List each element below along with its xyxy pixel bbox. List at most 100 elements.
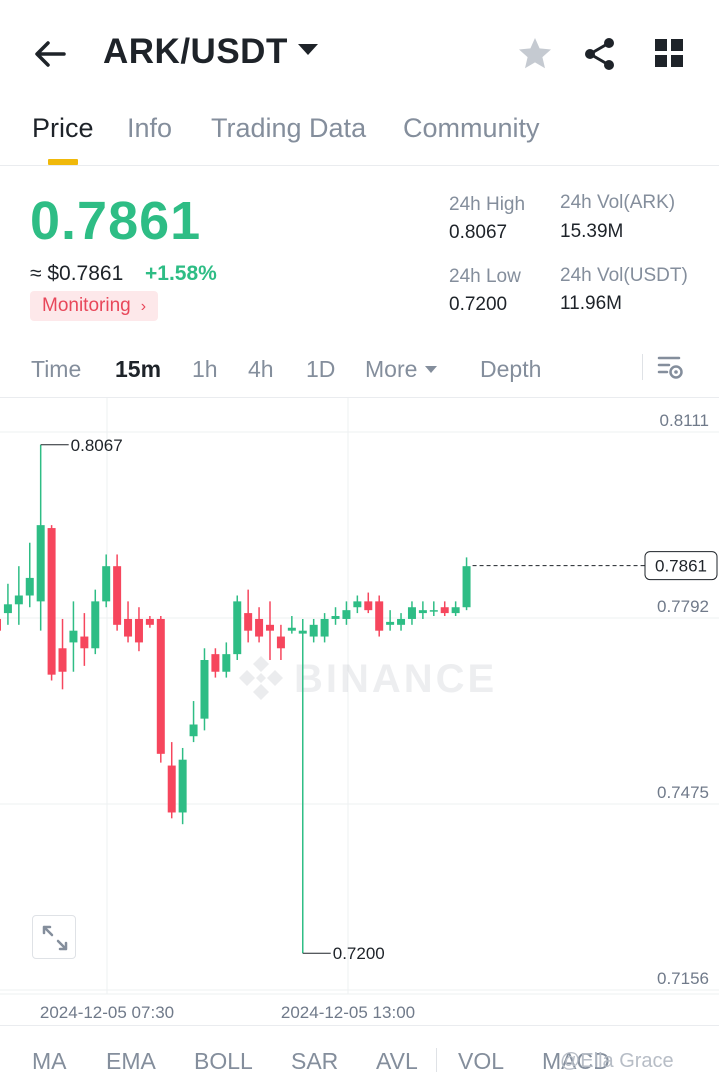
candle-body: [58, 648, 67, 672]
candle-body: [353, 601, 362, 608]
candle-body: [3, 604, 12, 614]
candle-body: [211, 654, 220, 672]
vol-usdt-label: 24h Vol(USDT): [560, 265, 688, 286]
candle-body: [134, 618, 143, 643]
y-tick-label: 0.8111: [660, 411, 709, 430]
indicator-avl[interactable]: AVL: [376, 1048, 418, 1074]
divider: [436, 1048, 437, 1072]
interval-1h[interactable]: 1h: [192, 356, 218, 382]
x-tick-label: 2024-12-05 07:30: [40, 1003, 174, 1022]
y-tick-label: 0.7475: [657, 783, 709, 802]
grid-icon[interactable]: [652, 36, 686, 70]
high-24h-value: 0.8067: [449, 222, 508, 243]
candle-body: [14, 595, 23, 605]
x-tick-label: 2024-12-05 13:00: [281, 1003, 415, 1022]
candle-body: [222, 654, 231, 672]
expand-chart-button[interactable]: [32, 915, 76, 959]
pair-title[interactable]: ARK/USDT: [103, 32, 288, 71]
share-icon[interactable]: [581, 35, 619, 73]
high-24h-label: 24h High: [449, 194, 526, 215]
top-header: ARK/USDT: [0, 0, 719, 105]
watermark-text: BINANCE: [294, 657, 497, 701]
vol-ark-value: 15.39M: [560, 221, 624, 242]
interval-depth[interactable]: Depth: [480, 356, 542, 382]
y-tick-label: 0.7156: [657, 969, 709, 988]
y-tick-label: 0.7792: [657, 597, 709, 616]
indicator-sar[interactable]: SAR: [291, 1048, 339, 1074]
active-tab-indicator: [48, 159, 78, 165]
axis-labels-layer: 0.8111 0.7792 0.7475 0.7156 2024-12-05 07:30…: [40, 411, 709, 1022]
candle-body: [462, 566, 471, 608]
tab-community[interactable]: Community: [403, 113, 540, 143]
high-marker-label: 0.8067: [71, 436, 123, 455]
dropdown-caret-icon[interactable]: [298, 44, 318, 55]
candles-layer: [0, 444, 471, 954]
candle-body: [91, 601, 100, 649]
interval-time[interactable]: Time: [31, 356, 82, 382]
change-percent: +1.58%: [145, 262, 217, 285]
tab-bar: Price Info Trading Data Community: [0, 105, 719, 166]
current-price-box: [644, 551, 718, 581]
candle-body: [287, 627, 296, 631]
candle-body: [244, 613, 253, 631]
indicator-ma[interactable]: MA: [32, 1048, 67, 1074]
star-icon[interactable]: [516, 35, 554, 73]
candle-body: [102, 566, 111, 602]
usd-approx-price: ≈ $0.7861: [30, 262, 124, 285]
candle-body: [189, 724, 198, 737]
indicator-boll[interactable]: BOLL: [194, 1048, 253, 1074]
candle-body: [233, 601, 242, 655]
chart-settings-icon[interactable]: [656, 352, 686, 382]
candle-body: [309, 624, 318, 637]
indicator-vol[interactable]: VOL: [458, 1048, 505, 1074]
vol-ark-label: 24h Vol(ARK): [560, 192, 676, 213]
candle-body: [386, 621, 395, 625]
candle-body: [145, 618, 154, 625]
interval-1d[interactable]: 1D: [306, 356, 336, 382]
candle-body: [156, 618, 165, 754]
tab-trading-data[interactable]: Trading Data: [211, 113, 367, 143]
candle-body: [320, 618, 329, 637]
candle-body: [429, 610, 438, 612]
indicator-ema[interactable]: EMA: [106, 1048, 156, 1074]
monitoring-button[interactable]: Monitoring ›: [30, 291, 159, 321]
candle-body: [113, 566, 122, 625]
candle-body: [167, 765, 176, 813]
candle-body: [80, 636, 89, 649]
chevron-right-icon: ›: [140, 298, 147, 315]
chart-grid: [0, 398, 719, 995]
caret-down-icon: [425, 366, 438, 373]
candle-body: [276, 636, 285, 649]
interval-4h[interactable]: 4h: [248, 356, 274, 382]
candle-body: [418, 610, 427, 614]
interval-bar: Time 15m 1h 4h 1D More Depth: [0, 346, 719, 398]
candle-body: [440, 607, 449, 614]
expand-arrows-icon: [42, 925, 68, 951]
candle-body: [69, 630, 78, 643]
candle-body: [255, 618, 264, 637]
indicator-macd[interactable]: MACD: [542, 1048, 610, 1074]
indicator-bar: MA EMA BOLL SAR AVL VOL MACD @Ella Grace: [0, 1025, 719, 1087]
overlays-layer: 0.8067 0.7200 0.7861: [40, 436, 718, 963]
candle-body: [331, 616, 340, 619]
candle-body: [298, 630, 307, 634]
candle-body: [178, 759, 187, 813]
low-marker-label: 0.7200: [333, 944, 385, 963]
tab-price[interactable]: Price: [32, 113, 94, 143]
candle-body: [200, 660, 209, 719]
candle-body: [397, 618, 406, 625]
binance-watermark: BINANCE: [239, 656, 497, 701]
candle-body: [25, 577, 34, 596]
interval-more[interactable]: More: [365, 356, 438, 383]
tab-info[interactable]: Info: [127, 113, 173, 143]
overlay-watermark-tag: @Ella Grace: [560, 1050, 674, 1072]
candle-body: [407, 607, 416, 619]
candle-body: [266, 624, 274, 631]
back-arrow-icon[interactable]: [30, 34, 70, 74]
candle-body: [0, 618, 1, 631]
interval-15m[interactable]: 15m: [115, 356, 162, 382]
vol-usdt-value: 11.96M: [560, 293, 622, 314]
candle-body: [451, 607, 460, 614]
divider: [642, 354, 643, 380]
